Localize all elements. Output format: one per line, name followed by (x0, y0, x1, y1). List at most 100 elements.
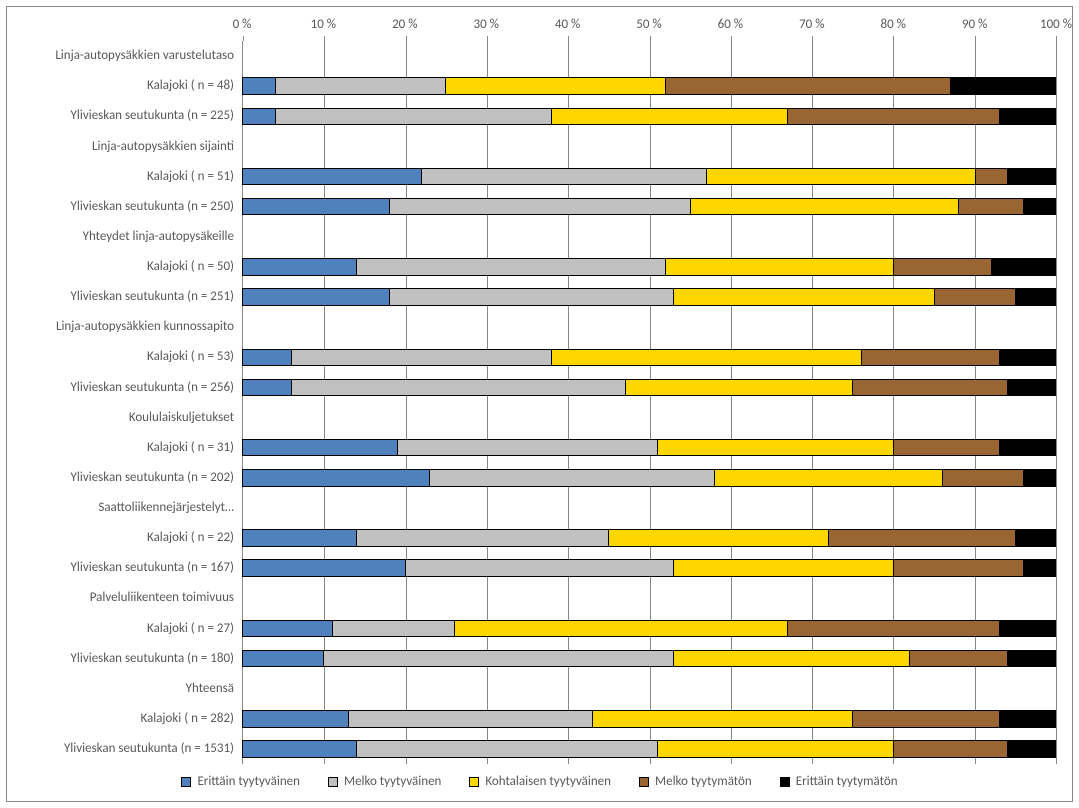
stacked-bar (242, 168, 1056, 185)
bar-segment-s5 (999, 710, 1056, 727)
bar-segment-s5 (1007, 379, 1056, 396)
bar-segment-s4 (828, 529, 1015, 546)
bar-segment-s3 (657, 439, 893, 456)
bar-segment-s5 (991, 258, 1056, 275)
bar-segment-s2 (332, 620, 454, 637)
legend-label: Erittäin tyytyväinen (197, 774, 300, 789)
category-label: Ylivieskan seutukunta (n = 180) (7, 652, 236, 666)
y-axis-labels: Linja-autopysäkkien varustelutaso Kalajok… (7, 17, 242, 764)
chart-container: Linja-autopysäkkien varustelutaso Kalajok… (0, 0, 1079, 808)
category-label: Kalajoki ( n = 51) (7, 170, 236, 184)
stacked-bar (242, 740, 1056, 757)
legend-swatch (780, 777, 790, 787)
category-label: Kalajoki ( n = 31) (7, 441, 236, 455)
bar-segment-s3 (706, 168, 975, 185)
bar-segment-s2 (323, 650, 673, 667)
bar-segment-s3 (625, 379, 853, 396)
stacked-bar (242, 710, 1056, 727)
bar-segment-s3 (592, 710, 852, 727)
category-label: Kalajoki ( n = 48) (7, 79, 236, 93)
group-header-label: Linja-autopysäkkien kunnossapito (7, 320, 236, 334)
bar-segment-s1 (242, 529, 356, 546)
bar-segment-s1 (242, 379, 291, 396)
bar-segment-s4 (893, 439, 999, 456)
bar-segment-s2 (356, 258, 665, 275)
category-label: Kalajoki ( n = 50) (7, 260, 236, 274)
plot-area: 0 %10 %20 %30 %40 %50 %60 %70 %80 %90 %1… (242, 17, 1056, 764)
stacked-bar (242, 77, 1056, 94)
x-tick-label: 40 % (555, 17, 580, 32)
x-tick-label: 10 % (311, 17, 336, 32)
bar-segment-s3 (665, 258, 893, 275)
bar-segment-s2 (356, 740, 657, 757)
group-header-label: Linja-autopysäkkien varustelutaso (7, 49, 236, 63)
bar-segment-s1 (242, 168, 421, 185)
category-label: Kalajoki ( n = 27) (7, 622, 236, 636)
x-tick-label: 0 % (233, 17, 252, 32)
category-label: Ylivieskan seutukunta (n = 251) (7, 290, 236, 304)
bar-segment-s3 (673, 559, 893, 576)
bar-segment-s1 (242, 288, 389, 305)
bar-segment-s1 (242, 439, 397, 456)
bar-segment-s4 (893, 740, 1007, 757)
bar-segment-s5 (999, 439, 1056, 456)
x-tick-label: 30 % (473, 17, 498, 32)
stacked-bar (242, 288, 1056, 305)
bar-segment-s4 (852, 710, 999, 727)
bar-segment-s3 (657, 740, 893, 757)
legend-label: Melko tyytymätön (655, 774, 752, 789)
bar-segment-s4 (787, 620, 999, 637)
bar-segment-s1 (242, 650, 323, 667)
stacked-bar (242, 650, 1056, 667)
legend-label: Erittäin tyytymätön (796, 774, 898, 789)
bar-segment-s3 (608, 529, 828, 546)
legend: Erittäin tyytyväinen Melko tyytyväinen Koh… (7, 764, 1072, 801)
bar-segment-s3 (690, 198, 959, 215)
bar-segment-s5 (1015, 529, 1056, 546)
bar-segment-s4 (852, 379, 1007, 396)
bar-segment-s5 (1023, 198, 1056, 215)
bar-segment-s2 (275, 108, 552, 125)
stacked-bar (242, 258, 1056, 275)
bar-segment-s4 (893, 559, 1023, 576)
bar-segment-s2 (389, 288, 674, 305)
bar-segment-s5 (1015, 288, 1056, 305)
legend-swatch (639, 777, 649, 787)
bar-segment-s2 (429, 469, 714, 486)
bar-segment-s4 (975, 168, 1008, 185)
stacked-bar (242, 620, 1056, 637)
bars-layer (242, 41, 1056, 764)
stacked-bar (242, 559, 1056, 576)
bar-segment-s2 (405, 559, 674, 576)
bar-segment-s2 (291, 349, 551, 366)
legend-swatch (181, 777, 191, 787)
group-header-label: Yhteensä (7, 682, 236, 696)
bar-segment-s2 (275, 77, 446, 94)
legend-item: Kohtalaisen tyytyväinen (469, 774, 611, 789)
bar-segment-s4 (787, 108, 999, 125)
bar-segment-s2 (356, 529, 608, 546)
category-label: Ylivieskan seutukunta (n = 167) (7, 561, 236, 575)
bar-segment-s3 (673, 650, 909, 667)
bar-segment-s1 (242, 620, 332, 637)
bar-segment-s4 (861, 349, 999, 366)
bar-segment-s1 (242, 198, 389, 215)
legend-item: Erittäin tyytyväinen (181, 774, 300, 789)
bar-segment-s2 (291, 379, 625, 396)
legend-swatch (328, 777, 338, 787)
category-label: Kalajoki ( n = 53) (7, 350, 236, 364)
x-tick-label: 80 % (880, 17, 905, 32)
x-tick-label: 100 % (1040, 17, 1072, 32)
legend-label: Melko tyytyväinen (344, 774, 441, 789)
bar-segment-s2 (397, 439, 657, 456)
bar-segment-s1 (242, 349, 291, 366)
bar-segment-s1 (242, 469, 429, 486)
category-label: Ylivieskan seutukunta (n = 1531) (7, 742, 236, 756)
grid-line (1056, 36, 1057, 764)
stacked-bar (242, 379, 1056, 396)
group-header-label: Palveluliikenteen toimivuus (7, 591, 236, 605)
bar-segment-s3 (673, 288, 933, 305)
bar-segment-s2 (421, 168, 706, 185)
legend-swatch (469, 777, 479, 787)
bar-segment-s4 (958, 198, 1023, 215)
